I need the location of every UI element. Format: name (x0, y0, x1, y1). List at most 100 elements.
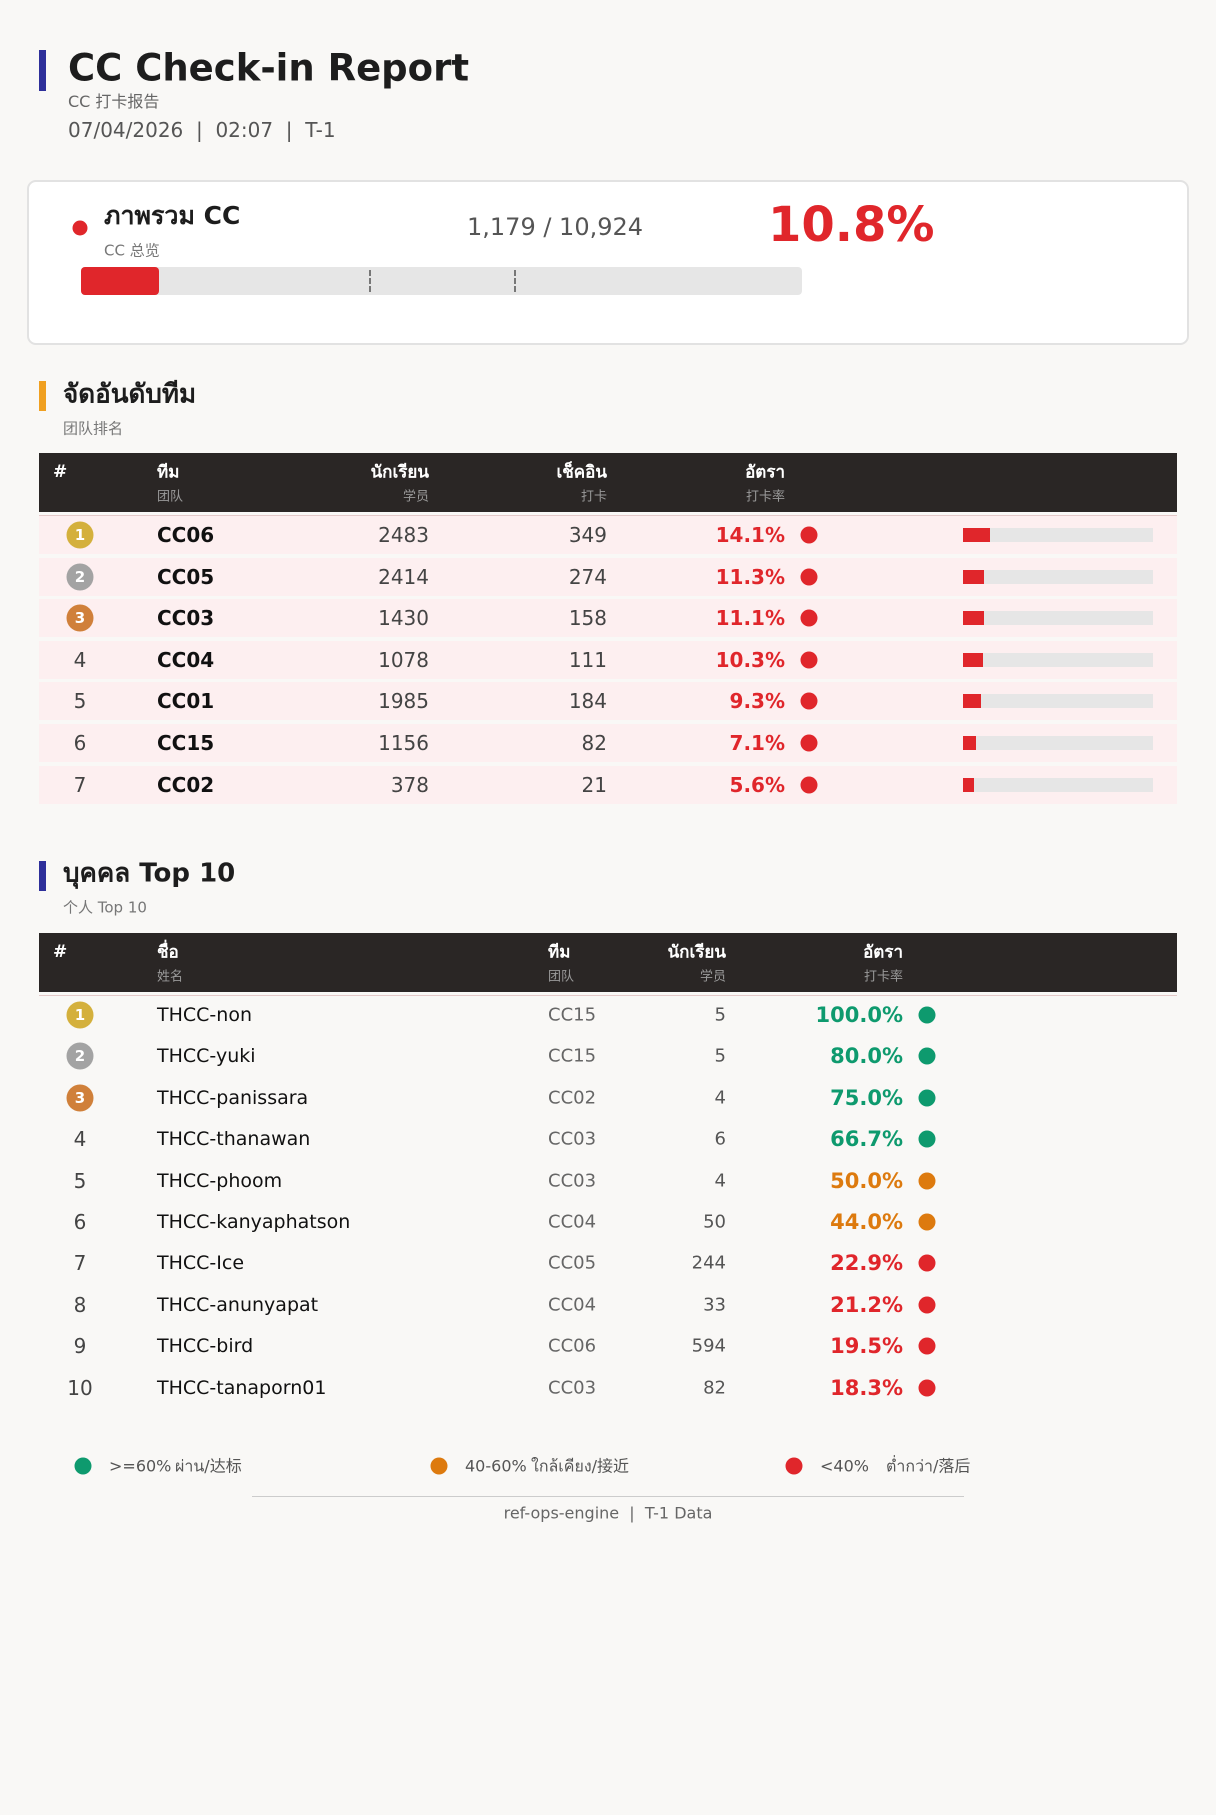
overview-title: ภาพรวม CC (104, 201, 241, 230)
person-name: THCC-non (157, 1004, 252, 1026)
legend-dot (430, 1457, 448, 1475)
column-header: ทีม (548, 942, 571, 963)
rate-bar (963, 569, 985, 584)
rank-medal (66, 1001, 94, 1029)
rank: 1 (74, 1006, 86, 1024)
column-header: เช็คอิน (556, 462, 607, 483)
legend-dot (785, 1457, 803, 1475)
rate-track (963, 652, 1153, 667)
rate: 80.0% (830, 1044, 903, 1069)
rank: 3 (74, 1088, 86, 1107)
divider (252, 1496, 964, 1497)
rate: 7.1% (729, 731, 785, 755)
legend-label: ใกล้เคียง/接近 (531, 1456, 630, 1476)
team-name: CC06 (157, 523, 215, 547)
rank: 4 (73, 647, 87, 672)
column-header-sub: 团队 (548, 969, 575, 985)
rank: 6 (73, 1210, 87, 1234)
status-dot (918, 1213, 936, 1231)
students: 82 (703, 1377, 726, 1399)
status-dot (800, 609, 818, 627)
rate: 11.3% (715, 564, 785, 589)
column-header-sub: 团队 (157, 489, 184, 505)
legend-label: ต่ำกว่า/落后 (886, 1456, 971, 1476)
team: CC04 (548, 1294, 597, 1316)
column-header: นักเรียน (667, 942, 726, 963)
threshold-marker (369, 270, 372, 292)
rate-track (963, 569, 1153, 584)
rate-bar (963, 611, 985, 626)
section-title: บุคคล Top 10 (63, 858, 236, 889)
rate-track (963, 611, 1153, 626)
rate-bar (963, 777, 974, 792)
team-name: CC03 (157, 606, 215, 631)
rate: 66.7% (830, 1127, 903, 1152)
report-title: CC Check-in Report (68, 46, 470, 90)
column-header: นักเรียน (370, 462, 429, 483)
students: 1430 (378, 606, 429, 631)
person-name: THCC-bird (157, 1335, 254, 1358)
rate: 10.3% (715, 647, 785, 672)
section-title: จัดอันดับทีม (63, 379, 197, 410)
person-name: THCC-phoom (157, 1169, 283, 1192)
column-header-sub: 学员 (402, 489, 429, 505)
students: 1156 (378, 731, 429, 755)
checkins: 158 (568, 606, 607, 631)
column-header: อัตรา (863, 942, 903, 963)
rate: 11.1% (715, 606, 785, 631)
person-name: THCC-thanawan (157, 1128, 311, 1151)
column-header-sub: 打卡 (580, 489, 607, 505)
rank: 7 (73, 1251, 87, 1276)
person-name: THCC-kanyaphatson (157, 1211, 351, 1233)
rate: 50.0% (830, 1168, 903, 1193)
rate: 44.0% (830, 1210, 903, 1234)
checkins: 21 (581, 772, 607, 797)
column-header-sub: 学员 (699, 969, 726, 985)
status-dot (800, 776, 818, 794)
status-dot (800, 568, 818, 586)
team: CC05 (548, 1252, 597, 1274)
person-name: THCC-tanaporn01 (157, 1376, 327, 1399)
legend-label: ผ่าน/达标 (175, 1456, 242, 1476)
checkins: 82 (581, 731, 607, 755)
table-header (39, 933, 1177, 992)
team: CC03 (548, 1170, 597, 1192)
rate: 9.3% (729, 689, 785, 714)
status-dot (918, 1337, 936, 1355)
status-dot (800, 526, 818, 544)
column-header: อัตรา (745, 462, 785, 483)
rate: 19.5% (830, 1334, 903, 1359)
students: 2483 (378, 523, 429, 547)
overview-ratio: 1,179 / 10,924 (467, 213, 644, 241)
rank: 7 (73, 772, 87, 797)
team: CC03 (548, 1377, 597, 1399)
rank: 2 (74, 567, 86, 586)
rank: 5 (73, 1168, 87, 1193)
legend-range: 40-60% (465, 1456, 527, 1476)
rank: 8 (73, 1292, 87, 1317)
header-rule (39, 515, 1177, 516)
status-dot (800, 651, 818, 669)
status-dot (72, 220, 88, 236)
person-name: THCC-yuki (157, 1045, 256, 1068)
checkins: 184 (568, 689, 607, 714)
overview-rate: 10.8% (768, 197, 935, 253)
status-dot (918, 1047, 936, 1065)
column-header: # (53, 462, 68, 482)
students: 378 (390, 772, 429, 797)
section-subtitle: 团队排名 (63, 419, 124, 438)
team-name: CC01 (157, 689, 215, 714)
legend-range: >=60% (109, 1456, 172, 1476)
status-dot (918, 1254, 936, 1272)
status-dot (918, 1089, 936, 1107)
students: 1985 (378, 689, 429, 714)
rank: 2 (74, 1047, 86, 1066)
students: 2414 (378, 564, 429, 589)
rate: 75.0% (830, 1085, 903, 1110)
team: CC02 (548, 1087, 597, 1109)
rank: 6 (73, 731, 87, 755)
students: 1078 (378, 647, 429, 672)
students: 4 (714, 1087, 726, 1109)
